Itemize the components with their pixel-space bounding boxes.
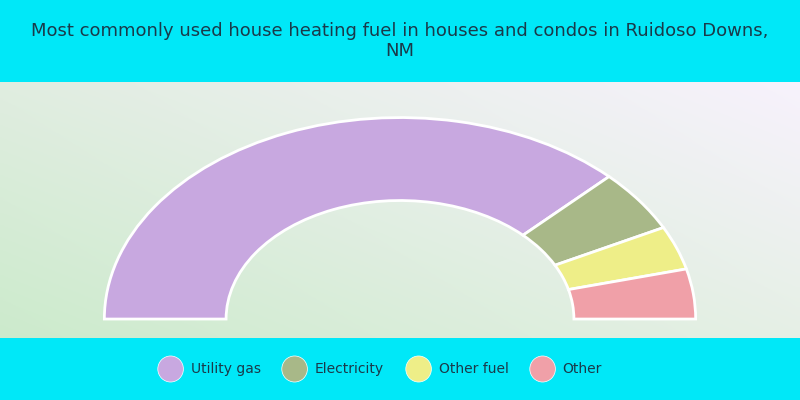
Wedge shape [569, 269, 696, 319]
Text: Other: Other [562, 362, 602, 376]
Wedge shape [523, 176, 663, 265]
Ellipse shape [282, 356, 307, 382]
Wedge shape [104, 118, 609, 319]
Ellipse shape [406, 356, 431, 382]
Text: Electricity: Electricity [314, 362, 384, 376]
Ellipse shape [158, 356, 183, 382]
Ellipse shape [530, 356, 555, 382]
Text: Other fuel: Other fuel [438, 362, 509, 376]
Text: Most commonly used house heating fuel in houses and condos in Ruidoso Downs,
NM: Most commonly used house heating fuel in… [31, 22, 769, 60]
Text: Utility gas: Utility gas [190, 362, 261, 376]
Wedge shape [555, 228, 686, 290]
